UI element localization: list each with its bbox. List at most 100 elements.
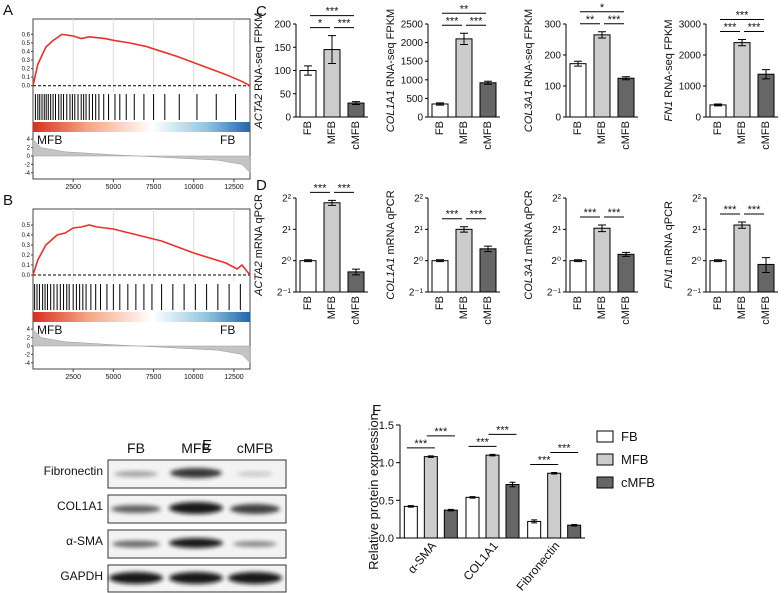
x-tick-label: 10000 <box>184 374 204 381</box>
phenotype-label: MFB <box>37 323 62 337</box>
x-tick-label: FB <box>302 121 314 135</box>
panel-label: B <box>3 192 13 209</box>
bar <box>505 484 520 539</box>
x-tick-label: cMFB <box>482 296 494 325</box>
legend-swatch <box>596 430 614 443</box>
y-tick-label: 0 <box>27 344 31 350</box>
band <box>114 471 158 477</box>
x-tick-label: 12500 <box>224 184 244 191</box>
y-axis-label: ACTA2 RNA-seq FPKM <box>253 13 265 130</box>
y-tick-label: 1000 <box>401 75 424 86</box>
error-bar <box>328 35 336 65</box>
error-bar <box>714 103 722 107</box>
error-bar <box>352 268 360 276</box>
y-tick-label: 100 <box>544 82 561 93</box>
significance-label: *** <box>446 209 460 221</box>
bar <box>757 73 775 118</box>
y-tick-label: 2000 <box>401 38 424 49</box>
y-tick-label: 0.5 <box>379 495 394 507</box>
significance-label: *** <box>538 454 552 466</box>
y-tick-label: 4 <box>27 137 31 143</box>
significance-label: *** <box>476 436 490 448</box>
y-axis-label: COL3A1 mRNA qPCR <box>523 190 535 299</box>
bar <box>403 505 418 539</box>
band <box>169 538 223 548</box>
y-axis-gene: COL1A1 <box>385 257 397 299</box>
y-tick-label: 0 <box>27 154 31 160</box>
plot-frame <box>32 208 251 370</box>
bar <box>431 260 449 293</box>
y-tick-label: 2⁰ <box>691 256 701 267</box>
significance-label: *** <box>736 10 750 22</box>
error-bar <box>574 60 582 67</box>
y-axis-gene: COL3A1 <box>523 257 535 299</box>
legend-label: cMFB <box>621 475 655 490</box>
x-tick-label: 7500 <box>146 374 162 381</box>
y-tick-label: 0.3 <box>22 243 31 249</box>
bar <box>299 70 317 118</box>
y-tick-label: 2² <box>692 194 702 205</box>
significance-label: *** <box>608 207 622 219</box>
error-bar <box>484 245 492 253</box>
y-tick-label: 0.1 <box>22 263 31 269</box>
y-tick-label: 0.2 <box>22 253 31 259</box>
band <box>169 502 223 514</box>
y-axis-gene: COL3A1 <box>523 90 535 132</box>
y-tick-label: 2² <box>414 194 424 205</box>
y-tick-label: 2⁰ <box>281 256 291 267</box>
y-tick-label: 4 <box>27 327 31 333</box>
x-tick-label: 12500 <box>224 374 244 381</box>
x-tick-label: 10000 <box>184 184 204 191</box>
band <box>169 572 223 584</box>
bar <box>617 253 635 293</box>
bar <box>709 260 727 293</box>
panel-label: C <box>256 3 267 20</box>
y-axis-gene: ACTA2 <box>253 94 265 130</box>
bar <box>547 472 562 539</box>
error-bar <box>427 455 434 458</box>
significance-label: *** <box>338 182 352 194</box>
significance-label: *** <box>748 22 762 34</box>
y-tick-label: 2¹ <box>282 225 292 236</box>
x-tick-label: MFB <box>596 121 608 144</box>
lane-label: FB <box>127 440 145 456</box>
rank-colorbar <box>33 312 250 322</box>
x-tick-label: FB <box>572 296 584 310</box>
x-tick-label: FB <box>434 121 446 135</box>
bar <box>593 227 611 293</box>
y-tick-label: 150 <box>274 43 291 54</box>
error-bar <box>598 224 606 233</box>
error-bar <box>489 453 496 457</box>
error-bar <box>531 519 538 524</box>
significance-label: *** <box>314 182 328 194</box>
y-axis-unit: mRNA qPCR <box>385 190 397 254</box>
error-bar <box>551 471 558 475</box>
y-tick-label: -4 <box>25 171 31 177</box>
bar <box>733 42 751 118</box>
x-tick-label: FB <box>434 296 446 310</box>
significance-label: *** <box>608 14 622 26</box>
y-tick-label: 2500 <box>401 20 424 31</box>
y-tick-label: 50 <box>280 89 292 100</box>
bar <box>617 77 635 118</box>
error-bar <box>304 259 312 263</box>
y-tick-label: 0.2 <box>22 67 31 73</box>
significance-label: *** <box>558 442 572 454</box>
significance-label: *** <box>434 426 448 438</box>
error-bar <box>407 505 414 508</box>
significance-label: *** <box>414 438 428 450</box>
x-tick-label: cMFB <box>620 121 632 150</box>
band <box>109 572 163 584</box>
y-axis-label: FN1 mRNA qPCR <box>663 201 675 289</box>
y-tick-label: 1.5 <box>379 420 394 432</box>
y-axis-unit: mRNA qPCR <box>523 190 535 254</box>
y-axis-unit: RNA-seq FPKM <box>663 19 675 97</box>
y-tick-label: 2000 <box>679 51 702 62</box>
error-bar <box>484 80 492 85</box>
y-axis-unit: RNA-seq FPKM <box>385 9 397 87</box>
x-tick-label: MFB <box>736 296 748 319</box>
y-tick-label: 0 <box>555 113 561 124</box>
lane-label: MFB <box>181 440 211 456</box>
y-tick-label: 2⁰ <box>413 256 423 267</box>
band <box>237 471 273 477</box>
